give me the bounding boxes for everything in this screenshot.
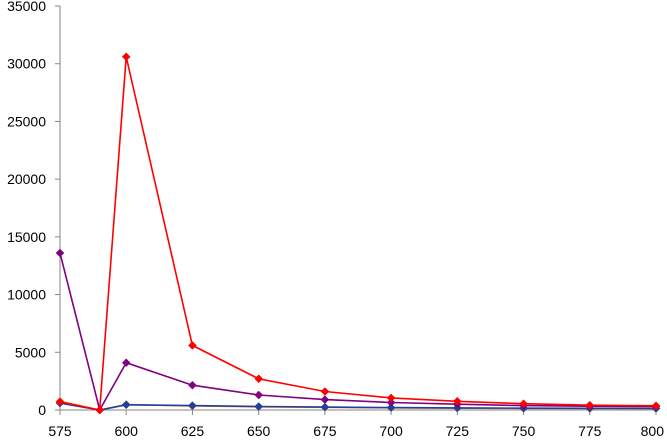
data-point xyxy=(121,52,131,62)
data-point xyxy=(121,358,131,368)
series-line xyxy=(59,252,657,413)
data-point xyxy=(452,396,462,406)
y-tick-label: 5000 xyxy=(15,344,46,360)
x-tick-label: 600 xyxy=(115,423,139,439)
x-tick-label: 750 xyxy=(512,423,536,439)
data-point xyxy=(320,402,330,412)
x-axis-ticks: 575 600 625 650 675 700 725 750 775 800 xyxy=(48,410,664,439)
y-tick-label: 30000 xyxy=(7,56,46,72)
data-point xyxy=(386,398,396,407)
data-point xyxy=(188,341,197,350)
x-tick-label: 725 xyxy=(446,423,470,439)
data-point xyxy=(254,390,264,400)
data-point xyxy=(320,387,330,396)
data-point xyxy=(121,400,131,410)
y-tick-label: 25000 xyxy=(7,113,46,129)
x-tick-label: 675 xyxy=(313,423,337,439)
series-2 xyxy=(55,248,661,415)
data-point xyxy=(651,401,661,411)
data-point xyxy=(55,397,65,407)
data-point xyxy=(188,380,197,390)
x-tick-label: 800 xyxy=(641,423,665,439)
plot-area: 0 5000 10000 15000 20000 25000 30000 35000 575 6… xyxy=(7,0,664,439)
series-layer xyxy=(55,52,661,415)
series-line xyxy=(59,56,657,411)
data-point xyxy=(320,395,330,404)
y-axis-ticks: 0 5000 10000 15000 20000 25000 30000 35000 xyxy=(7,0,60,418)
y-tick-label: 10000 xyxy=(7,287,46,303)
data-point xyxy=(95,405,105,415)
data-point xyxy=(254,374,264,384)
data-point xyxy=(188,401,197,410)
x-tick-label: 625 xyxy=(181,423,205,439)
data-point xyxy=(386,403,396,412)
x-tick-label: 575 xyxy=(48,423,72,439)
data-point xyxy=(585,400,595,410)
data-point xyxy=(254,402,264,411)
y-tick-label: 15000 xyxy=(7,229,46,245)
data-point xyxy=(519,399,528,409)
data-point xyxy=(55,248,65,258)
x-tick-label: 700 xyxy=(379,423,403,439)
data-point xyxy=(386,393,396,403)
x-tick-label: 775 xyxy=(578,423,602,439)
x-tick-label: 650 xyxy=(247,423,271,439)
series-1 xyxy=(55,52,661,415)
y-tick-label: 35000 xyxy=(7,0,46,14)
y-tick-label: 0 xyxy=(38,402,46,418)
y-tick-label: 20000 xyxy=(7,171,46,187)
